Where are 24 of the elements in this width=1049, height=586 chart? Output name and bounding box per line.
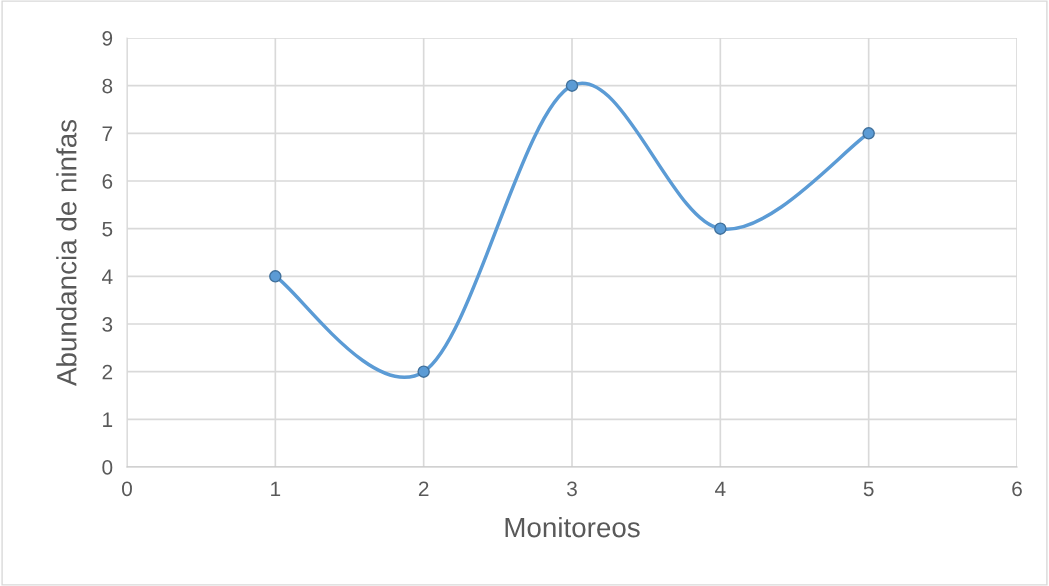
x-tick-label: 0 [122, 481, 132, 497]
y-tick-label: 3 [102, 317, 113, 332]
y-tick-label: 5 [102, 221, 113, 237]
point [269, 270, 282, 283]
x-tick-label: 3 [567, 481, 577, 497]
y-tick-label: 1 [103, 412, 113, 427]
y-tick-label: 2 [102, 364, 113, 380]
y-tick-label: 7 [102, 126, 113, 141]
y-tick-label: 8 [102, 78, 113, 94]
point [565, 79, 579, 92]
y-tick-label: 6 [102, 174, 113, 189]
x-tick-label: 6 [1012, 481, 1022, 497]
point [714, 222, 727, 235]
x-tick-label: 5 [863, 481, 874, 497]
x-tick-label: 1 [271, 481, 281, 496]
y-tick-label: 9 [102, 31, 113, 46]
point [417, 365, 430, 378]
x-tick-label: 4 [715, 481, 726, 496]
x-tick-label: 2 [418, 481, 429, 496]
y-tick-label: 0 [102, 460, 113, 475]
y-axis-title: Abundancia de ninfas [56, 119, 77, 387]
y-tick-label: 4 [102, 269, 113, 284]
x-axis-title: Monitoreos [505, 516, 640, 538]
point [862, 127, 875, 140]
